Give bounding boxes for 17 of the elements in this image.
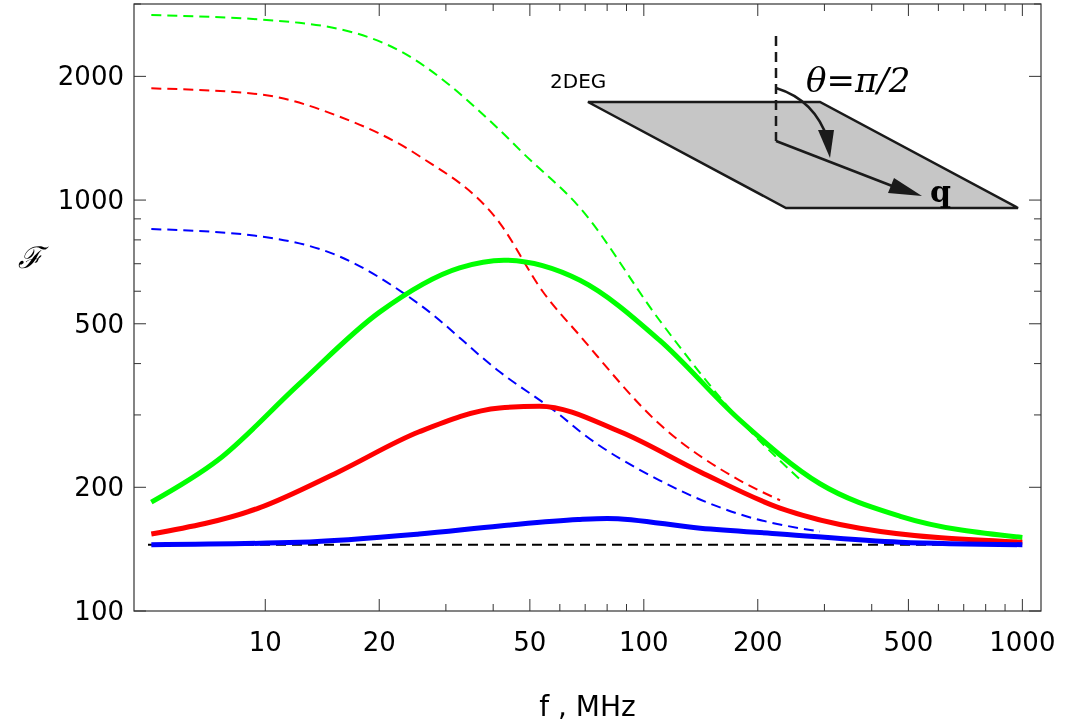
annotation: 2DEG <box>550 69 607 93</box>
x-tick-label: 10 <box>248 627 282 657</box>
y-tick-label: 1000 <box>57 185 124 216</box>
y-tick-label: 500 <box>74 308 124 339</box>
x-axis-title: f , MHz <box>539 690 636 723</box>
x-tick-label: 100 <box>619 627 669 657</box>
y-tick-label: 200 <box>74 472 124 503</box>
x-tick-label: 20 <box>362 627 396 657</box>
x-tick-label: 1000 <box>989 627 1056 657</box>
y-tick-label: 2000 <box>57 61 124 92</box>
annotation: q <box>930 174 951 209</box>
annotation: θ=π/2 <box>806 60 911 100</box>
x-tick-label: 200 <box>732 627 783 657</box>
x-tick-label: 500 <box>883 627 934 657</box>
y-axis-title: ℱ <box>17 239 49 275</box>
y-tick-label: 100 <box>74 596 124 626</box>
x-tick-label: 50 <box>513 627 547 657</box>
